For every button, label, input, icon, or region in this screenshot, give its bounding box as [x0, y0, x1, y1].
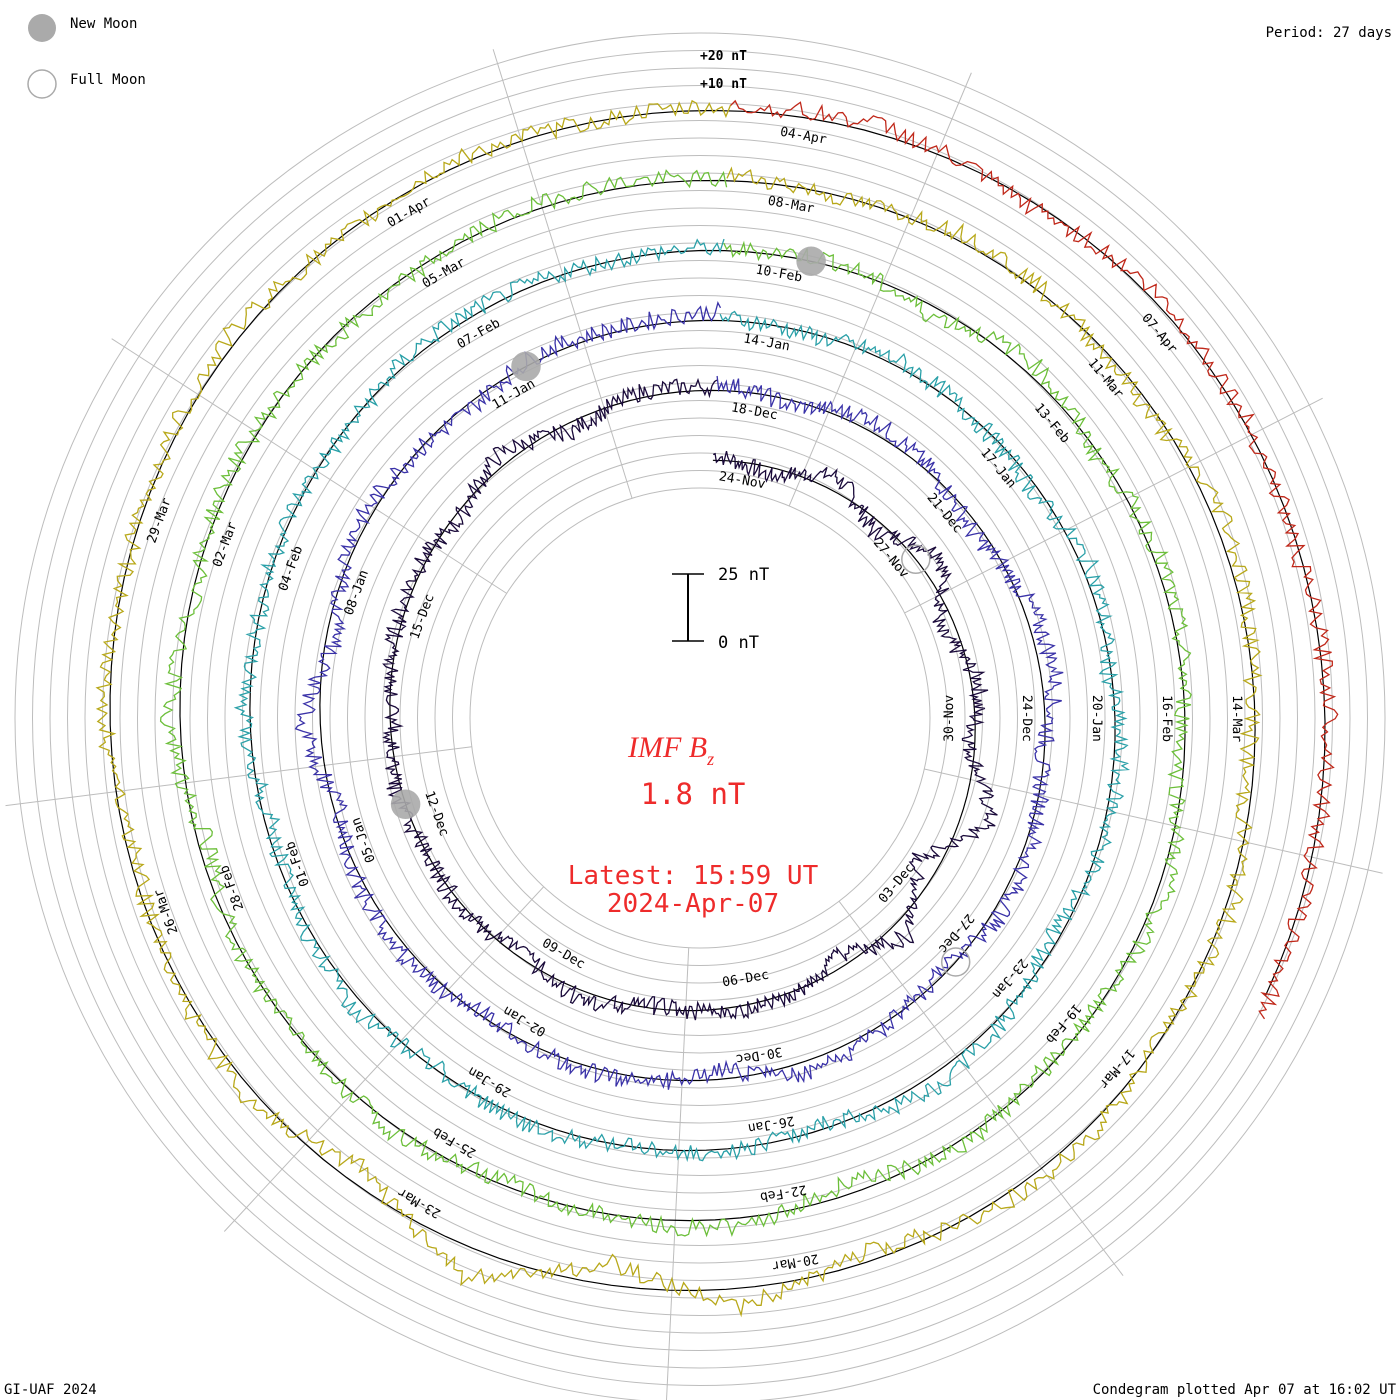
grid-ring — [119, 137, 1281, 1299]
new-moon-legend-icon — [28, 14, 56, 42]
scale-label-plus20: +20 nT — [700, 49, 747, 64]
footer-credit: GI-UAF 2024 — [4, 1382, 97, 1398]
full-moon-legend-icon — [27, 69, 57, 99]
new-moon-marker — [511, 351, 541, 382]
full-moon-marker — [901, 544, 931, 575]
grid-ring — [312, 330, 1088, 1106]
grid-ring — [67, 85, 1333, 1351]
new-moon-marker — [796, 246, 826, 276]
date-label: 07-Feb — [455, 316, 503, 352]
grid-ring — [417, 435, 983, 1001]
grid-ring — [242, 260, 1158, 1176]
bz-trace-turn-3 — [233, 238, 1131, 1163]
bz-traces — [95, 99, 1339, 1318]
grid-spoke — [904, 397, 1323, 614]
grid-spoke — [223, 886, 545, 1232]
grid-ring — [207, 225, 1193, 1211]
bz-trace-turn-2 — [294, 301, 1064, 1090]
full-moon-legend-label: Full Moon — [70, 72, 146, 88]
scale-bar-bottom-label: 0 nT — [718, 633, 759, 653]
grid-ring — [452, 470, 948, 966]
grid-ring — [14, 32, 1386, 1400]
date-label: 30-Nov — [942, 695, 957, 742]
grid-ring — [382, 400, 1018, 1036]
grid-ring — [49, 67, 1351, 1369]
date-label: 11-Mar — [1085, 356, 1127, 402]
date-label: 24-Dec — [1019, 695, 1034, 742]
date-label: 09-Dec — [539, 936, 587, 973]
grid-ring — [294, 312, 1106, 1124]
date-label: 20-Mar — [771, 1250, 820, 1273]
date-label: 28-Feb — [217, 863, 247, 912]
date-label: 15-Dec — [407, 592, 437, 641]
new-moon-legend-label: New Moon — [70, 16, 137, 32]
date-label: 04-Feb — [276, 544, 306, 593]
grid-spoke — [666, 947, 690, 1400]
date-label: 29-Mar — [144, 496, 174, 545]
current-value: 1.8 nT — [641, 777, 746, 811]
latest-date: 2024-Apr-07 — [607, 889, 779, 919]
zero-baselines — [109, 109, 1326, 1292]
quantity-title: IMF Bz — [627, 731, 714, 769]
date-label: 16-Feb — [1159, 695, 1174, 742]
footer-plot-time: Condegram plotted Apr 07 at 16:02 UT — [1093, 1382, 1397, 1398]
date-label: 21-Dec — [924, 491, 966, 537]
date-label: 05-Mar — [420, 255, 468, 291]
grid-ring — [364, 382, 1036, 1054]
full-moon-marker — [940, 947, 971, 977]
grid-ring — [172, 190, 1228, 1246]
bz-trace-turn-5 — [95, 99, 1263, 1318]
grid-ring — [434, 452, 966, 984]
new-moon-marker — [390, 789, 421, 820]
moon-legend: New Moon Full Moon — [27, 14, 146, 99]
grid-ring — [137, 155, 1263, 1281]
date-label: 30-Dec — [735, 1043, 784, 1066]
date-label: 14-Mar — [1229, 695, 1244, 742]
scale-label-plus10: +10 nT — [700, 77, 747, 92]
grid-ring — [32, 50, 1368, 1386]
grid-ring — [102, 120, 1298, 1316]
grid-ring — [189, 207, 1211, 1229]
grid-ring — [154, 172, 1246, 1264]
date-label: 26-Jan — [747, 1112, 796, 1135]
quantity-subscript: z — [706, 749, 714, 769]
latest-time: Latest: 15:59 UT — [568, 861, 819, 891]
date-label: 02-Jan — [501, 1002, 549, 1039]
grid-ring — [259, 277, 1141, 1159]
baseline-spiral — [109, 109, 1326, 1292]
grid-ring — [329, 347, 1071, 1089]
grid-ring — [469, 487, 931, 949]
moon-markers — [390, 246, 971, 977]
date-label: 02-Mar — [210, 520, 240, 569]
date-labels: 24-Nov27-Nov30-Nov03-Dec06-Dec09-Dec12-D… — [144, 125, 1244, 1274]
date-label: 07-Apr — [1138, 311, 1180, 357]
bz-trace-turn-1 — [382, 377, 998, 1021]
date-label: 06-Dec — [721, 968, 770, 991]
scale-bar-top-label: 25 nT — [718, 565, 769, 585]
scale-bar: 25 nT 0 nT — [672, 565, 769, 653]
grid-ring — [277, 295, 1123, 1141]
polar-grid — [5, 32, 1386, 1400]
date-label: 22-Feb — [759, 1181, 808, 1204]
bz-trace-turn-6 — [730, 99, 1339, 1020]
date-label: 27-Nov — [870, 536, 912, 582]
grid-ring — [399, 417, 1001, 1019]
date-label: 29-Jan — [466, 1063, 514, 1100]
grid-ring — [84, 102, 1316, 1334]
grid-spoke — [838, 900, 1124, 1276]
grid-spoke — [111, 338, 507, 594]
period-label: Period: 27 days — [1266, 25, 1392, 41]
bz-trace-turn-4 — [159, 169, 1192, 1238]
date-label: 23-Jan — [989, 955, 1031, 1001]
date-label: 11-Jan — [490, 376, 538, 412]
grid-spoke — [924, 768, 1383, 874]
date-label: 27-Dec — [935, 910, 977, 956]
date-label: 20-Jan — [1089, 695, 1104, 742]
grid-spoke — [492, 49, 633, 499]
date-label: 05-Jan — [349, 815, 379, 864]
